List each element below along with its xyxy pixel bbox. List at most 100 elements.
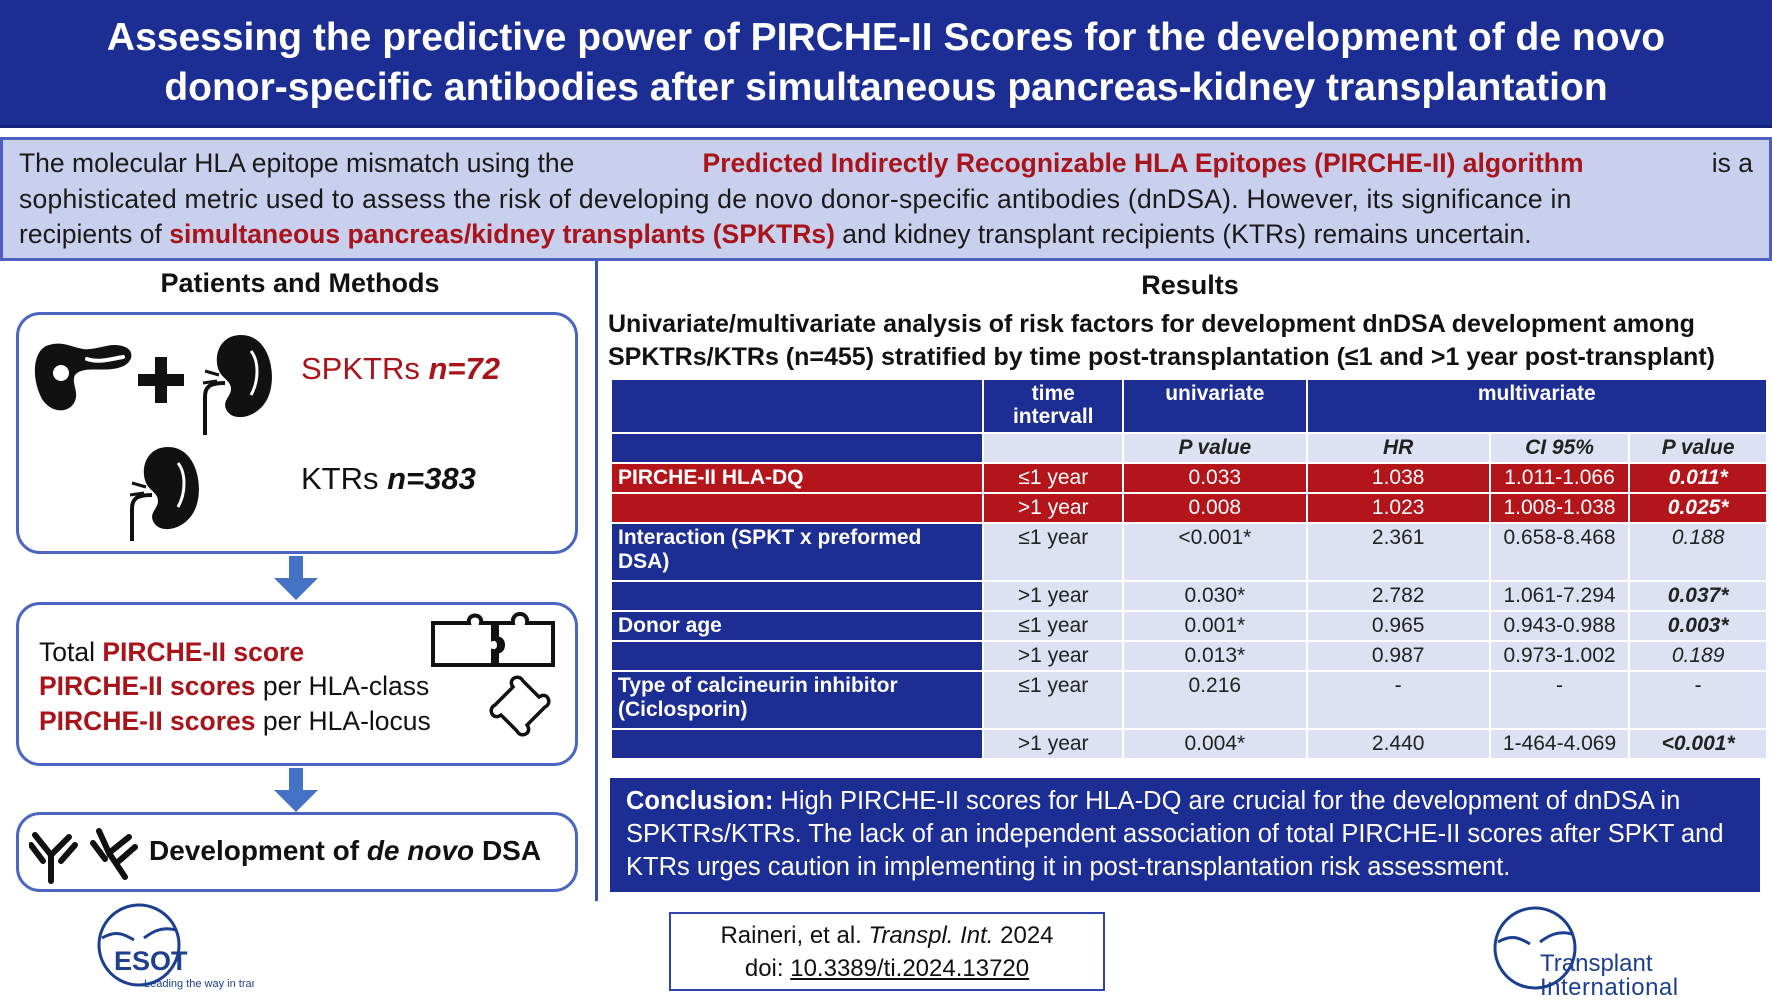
- header-pvalue: P value: [1124, 434, 1306, 462]
- table-row: PIRCHE-II HLA-DQ ≤1 year 0.033 1.038 1.0…: [612, 464, 1766, 492]
- row-time: ≤1 year: [984, 524, 1123, 580]
- results-heading: Results: [1141, 270, 1239, 300]
- row-ci: 0.973-1.002: [1490, 642, 1629, 670]
- esot-logo: ESOT Leading the way in transplantation: [92, 900, 254, 999]
- intro-box: The molecular HLA epitope mismatch using…: [0, 137, 1772, 261]
- row-ci: 1.011-1.066: [1490, 464, 1629, 492]
- score-text: Total: [39, 637, 95, 667]
- row-time: >1 year: [984, 494, 1123, 522]
- row-time: ≤1 year: [984, 612, 1123, 640]
- row-p-uni: 0.033: [1124, 464, 1306, 492]
- row-ci: 1.061-7.294: [1490, 582, 1629, 610]
- row-ci: 1-464-4.069: [1490, 730, 1629, 758]
- intro-text: is a: [1711, 148, 1753, 178]
- row-p-uni: 0.216: [1124, 672, 1306, 728]
- row-hr: 0.965: [1307, 612, 1489, 640]
- row-label: PIRCHE-II HLA-DQ: [612, 464, 983, 492]
- row-label: [612, 494, 983, 522]
- row-hr: 2.361: [1307, 524, 1489, 580]
- row-label: Type of calcineurin inhibitor (Ciclospor…: [612, 672, 983, 728]
- score-text: per HLA-class: [262, 671, 430, 701]
- row-p-uni: <0.001*: [1124, 524, 1306, 580]
- row-time: >1 year: [984, 730, 1123, 758]
- row-p-multi: 0.188: [1630, 524, 1766, 580]
- dsa-text: Development of: [149, 835, 360, 866]
- table-row: >1 year 0.008 1.023 1.008-1.038 0.025*: [612, 494, 1766, 522]
- ktr-label: KTRs: [301, 461, 379, 496]
- citation-year: 2024: [1000, 922, 1054, 949]
- row-hr: 1.023: [1307, 494, 1489, 522]
- score-line-locus: PIRCHE-II scores per HLA-locus: [39, 706, 431, 737]
- intro-highlight-spktr: simultaneous pancreas/kidney transplants…: [169, 219, 835, 249]
- row-label: Donor age: [612, 612, 983, 640]
- cohort-box: SPKTRs n=72 KTRs n=383: [16, 312, 578, 554]
- citation-line-1: Raineri, et al. Transpl. Int. 2024: [671, 919, 1103, 952]
- esot-name: ESOT: [114, 946, 188, 976]
- pancreas-icon: [34, 343, 132, 411]
- row-label: [612, 582, 983, 610]
- antibody-icon: [29, 828, 138, 884]
- spktr-count: n=72: [428, 351, 501, 386]
- puzzle-pieces-icon: [431, 612, 555, 667]
- esot-tagline: Leading the way in transplantation: [144, 978, 254, 990]
- table-row: >1 year 0.004* 2.440 1-464-4.069 <0.001*: [612, 730, 1766, 758]
- title-line-1: Assessing the predictive power of PIRCHE…: [106, 15, 1666, 59]
- ti-name-2: International: [1540, 974, 1679, 1001]
- table-row: >1 year 0.013* 0.987 0.973-1.002 0.189: [612, 642, 1766, 670]
- header-multivariate: multivariate: [1307, 380, 1766, 432]
- ktr-count: n=383: [387, 461, 476, 496]
- citation-line-2: doi: 10.3389/ti.2024.13720: [671, 952, 1103, 985]
- intro-text: The molecular HLA epitope mismatch using…: [19, 148, 575, 178]
- intro-text: and kidney transplant recipients (KTRs) …: [842, 219, 1532, 249]
- row-p-uni: 0.013*: [1124, 642, 1306, 670]
- table-title-line-2: SPKTRs/KTRs (n=455) stratified by time p…: [608, 343, 1715, 371]
- header-hr: HR: [1307, 434, 1489, 462]
- header-blank: [612, 434, 983, 462]
- score-text: per HLA-locus: [262, 706, 431, 736]
- citation-journal: Transpl. Int.: [868, 922, 994, 949]
- intro-highlight-pirche: Predicted Indirectly Recognizable HLA Ep…: [702, 148, 1584, 178]
- results-table: time intervall univariate multivariate P…: [610, 378, 1768, 760]
- score-highlight: PIRCHE-II scores: [39, 671, 256, 701]
- row-time: >1 year: [984, 642, 1123, 670]
- doi-link[interactable]: 10.3389/ti.2024.13720: [790, 955, 1030, 982]
- dsa-text: DSA: [481, 835, 542, 866]
- spktr-label: SPKTRs: [301, 351, 420, 386]
- plus-icon: [138, 357, 184, 403]
- row-hr: 1.038: [1307, 464, 1489, 492]
- row-p-uni: 0.008: [1124, 494, 1306, 522]
- header-blank: [984, 434, 1123, 462]
- table-title: Univariate/multivariate analysis of risk…: [608, 308, 1715, 374]
- table-title-line-1: Univariate/multivariate analysis of risk…: [608, 310, 1695, 338]
- doi-label: doi:: [744, 955, 784, 982]
- row-time: >1 year: [984, 582, 1123, 610]
- citation-box: Raineri, et al. Transpl. Int. 2024 doi: …: [669, 912, 1105, 991]
- conclusion-box: Conclusion: High PIRCHE-II scores for HL…: [610, 778, 1760, 892]
- score-highlight: PIRCHE-II score: [102, 637, 305, 667]
- row-ci: -: [1490, 672, 1629, 728]
- header-time: time intervall: [984, 380, 1123, 432]
- row-ci: 0.943-0.988: [1490, 612, 1629, 640]
- intro-line-1: The molecular HLA epitope mismatch using…: [19, 146, 1753, 182]
- row-hr: 2.440: [1307, 730, 1489, 758]
- table-row: Type of calcineurin inhibitor (Ciclospor…: [612, 672, 1766, 728]
- methods-heading: Patients and Methods: [160, 268, 440, 298]
- ktr-cohort: KTRs n=383: [301, 461, 476, 497]
- transplant-international-logo: Transplant International: [1490, 902, 1710, 1001]
- title-banner: Assessing the predictive power of PIRCHE…: [0, 0, 1772, 128]
- row-ci: 0.658-8.468: [1490, 524, 1629, 580]
- row-p-multi: 0.037*: [1630, 582, 1766, 610]
- column-divider: [595, 261, 598, 901]
- table-row: Interaction (SPKT x preformed DSA) ≤1 ye…: [612, 524, 1766, 580]
- row-p-uni: 0.030*: [1124, 582, 1306, 610]
- intro-line-2: sophisticated metric used to assess the …: [19, 182, 1753, 218]
- score-line-total: Total PIRCHE-II score: [39, 637, 304, 668]
- intro-line-3: recipients of simultaneous pancreas/kidn…: [19, 217, 1753, 253]
- dsa-box: Development of de novo DSA: [16, 812, 578, 892]
- score-highlight: PIRCHE-II scores: [39, 706, 256, 736]
- table-row: >1 year 0.030* 2.782 1.061-7.294 0.037*: [612, 582, 1766, 610]
- table-row: Donor age ≤1 year 0.001* 0.965 0.943-0.9…: [612, 612, 1766, 640]
- row-label: [612, 642, 983, 670]
- header-ci: CI 95%: [1490, 434, 1629, 462]
- dsa-text-italic: de novo: [366, 835, 475, 866]
